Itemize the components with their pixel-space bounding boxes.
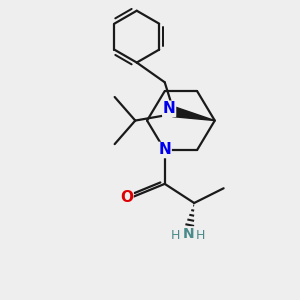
Polygon shape — [172, 107, 215, 121]
Text: H: H — [196, 229, 205, 242]
Text: N: N — [163, 101, 175, 116]
Text: O: O — [120, 190, 133, 205]
Text: N: N — [158, 142, 171, 158]
Text: H: H — [171, 229, 181, 242]
Text: N: N — [182, 227, 194, 241]
